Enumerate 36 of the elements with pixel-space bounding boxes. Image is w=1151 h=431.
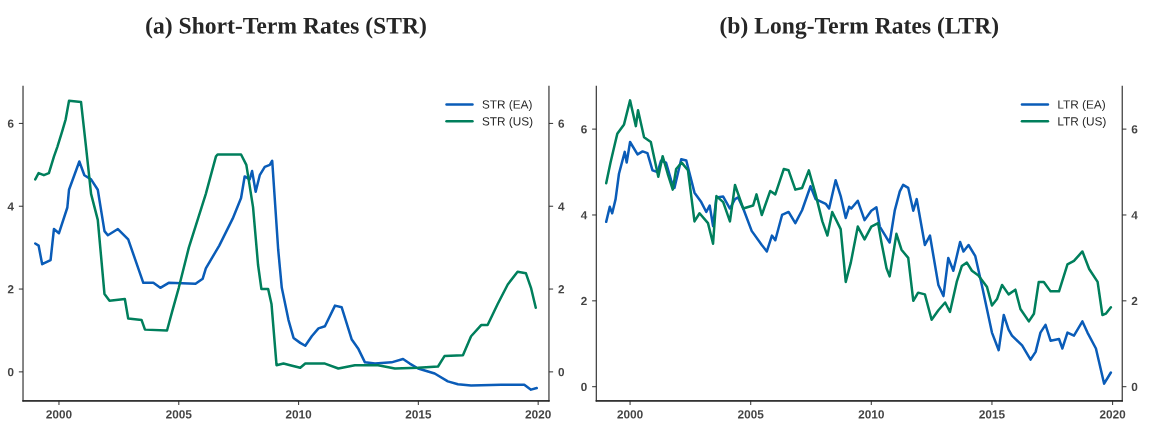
x-tick-label: 2010 (285, 410, 312, 419)
y2-tick-label: 6 (1131, 125, 1138, 134)
x-tick-label: 2020 (1099, 410, 1126, 419)
y2-tick-label: 0 (558, 367, 565, 377)
y2-tick-label: 2 (558, 285, 565, 294)
chart-title: (a) Short-Term Rates (STR) (146, 17, 426, 39)
y2-tick-label: 4 (1131, 211, 1138, 220)
line-series (33, 159, 538, 391)
x-tick-label: 2015 (979, 410, 1005, 419)
line-series (604, 140, 1113, 385)
y-tick-label: 6 (581, 125, 587, 134)
chart-title: (b) Long-Term Rates (LTR) (720, 17, 999, 39)
x-tick-label: 2000 (617, 410, 643, 419)
legend-label: STR (US) (482, 116, 533, 128)
legend-label: LTR (US) (1058, 116, 1106, 128)
line-series (33, 99, 538, 370)
x-tick-label: 2020 (525, 410, 551, 419)
y-tick-label: 4 (580, 211, 588, 220)
x-tick-label: 2005 (166, 410, 192, 419)
x-tick-label: 2005 (737, 410, 764, 419)
y2-tick-label: 2 (1131, 296, 1138, 306)
y-tick-label: 0 (7, 367, 14, 377)
line-series (604, 99, 1113, 323)
y-tick-label: 2 (581, 296, 587, 306)
x-tick-label: 2015 (405, 410, 432, 419)
y-tick-label: 2 (7, 285, 14, 294)
y2-tick-label: 0 (1131, 382, 1138, 392)
x-tick-label: 2010 (858, 410, 884, 419)
x-tick-label: 2000 (46, 410, 72, 419)
y-tick-label: 0 (581, 382, 587, 392)
legend-label: LTR (EA) (1058, 99, 1105, 111)
legend-label: STR (EA) (482, 99, 532, 111)
y-tick-label: 6 (7, 119, 14, 128)
y-tick-label: 4 (7, 202, 14, 211)
y2-tick-label: 6 (558, 119, 565, 128)
y2-tick-label: 4 (558, 202, 565, 211)
